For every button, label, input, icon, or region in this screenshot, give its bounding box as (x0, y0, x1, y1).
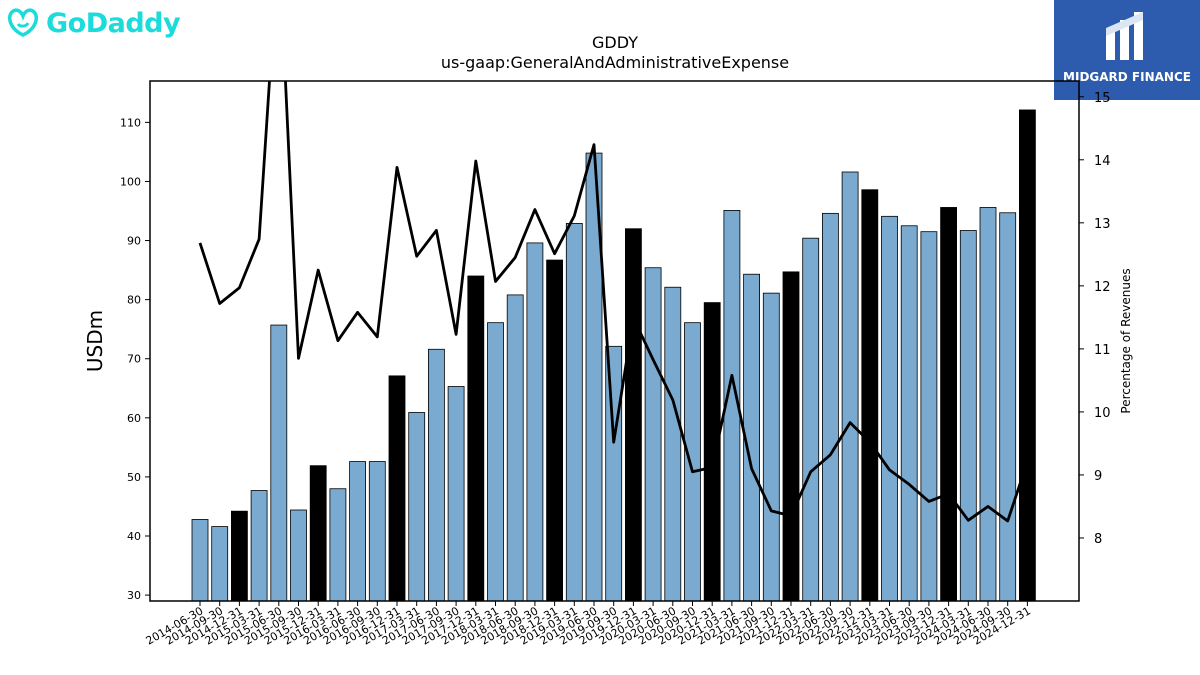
y-tick-label: 110 (120, 116, 141, 129)
bar (625, 228, 642, 602)
bar (290, 509, 307, 602)
x-axis: 2014-06-302014-09-302014-12-312015-03-31… (144, 601, 1033, 648)
y2-tick-label: 13 (1094, 217, 1111, 232)
bar (979, 207, 997, 602)
chart-subtitle: us-gaap:GeneralAndAdministrativeExpense (441, 53, 789, 72)
bar (467, 275, 485, 602)
bar (349, 461, 367, 602)
y-tick-label: 90 (127, 235, 141, 248)
bar (999, 212, 1017, 602)
y2-tick-label: 15 (1094, 91, 1111, 106)
midgard-mark-icon (1106, 12, 1143, 60)
y-tick-label: 60 (127, 412, 141, 425)
bar (861, 189, 879, 602)
y2-tick-label: 8 (1094, 532, 1102, 547)
y2-tick-label: 11 (1094, 343, 1111, 358)
bar (900, 225, 918, 602)
bar (447, 386, 465, 602)
bar (526, 242, 544, 602)
bar (506, 294, 524, 602)
godaddy-logo-icon (8, 8, 38, 37)
bar (191, 519, 209, 602)
bar (329, 488, 347, 602)
bar (802, 237, 820, 602)
y-tick-label: 70 (127, 353, 141, 366)
y2-axis: 8 9 10 11 12 13 14 15 (1079, 91, 1111, 547)
bar (565, 223, 583, 602)
y-tick-label: 40 (127, 530, 141, 543)
bar (368, 461, 386, 602)
bar (822, 212, 839, 602)
bar-series (191, 109, 1036, 602)
bar (644, 267, 662, 602)
y2-tick-label: 9 (1094, 469, 1102, 484)
plot-frame (149, 80, 1080, 602)
midgard-logo-text: MIDGARD FINANCE (1063, 70, 1191, 84)
bar (270, 324, 288, 602)
y2-tick-label: 14 (1094, 154, 1111, 169)
bar (487, 322, 504, 602)
y-tick-label: 100 (120, 175, 141, 188)
percentage-line (198, 81, 1029, 523)
bar (684, 322, 701, 602)
bar (427, 348, 445, 602)
bar (605, 345, 623, 602)
y2-tick-label: 10 (1094, 406, 1111, 421)
bar (881, 215, 898, 602)
bar (1019, 109, 1036, 602)
bar (959, 230, 977, 602)
y-axis-label: USDm (83, 310, 107, 372)
y2-axis-label: Percentage of Revenues (1119, 268, 1133, 413)
line-series (198, 81, 1029, 523)
y-axis: 30 40 50 60 70 80 90 100 110 (120, 116, 150, 602)
bar (920, 231, 938, 602)
y-tick-label: 80 (127, 294, 141, 307)
godaddy-logo-text: GoDaddy (46, 7, 181, 39)
bar (211, 526, 229, 602)
bar (664, 286, 682, 602)
bar (940, 207, 957, 602)
bar (408, 412, 426, 602)
bar (388, 375, 406, 602)
bar (782, 271, 800, 602)
bar (309, 465, 327, 602)
bar (703, 302, 721, 602)
y-tick-label: 50 (127, 471, 141, 484)
bar (230, 510, 248, 602)
bar (762, 292, 780, 602)
y2-tick-label: 12 (1094, 280, 1111, 295)
bar (546, 259, 563, 602)
godaddy-logo: GoDaddy (4, 4, 181, 42)
bar (250, 490, 268, 602)
chart-title: GDDY (592, 33, 638, 52)
y-tick-label: 30 (127, 589, 141, 602)
bar (841, 171, 859, 602)
